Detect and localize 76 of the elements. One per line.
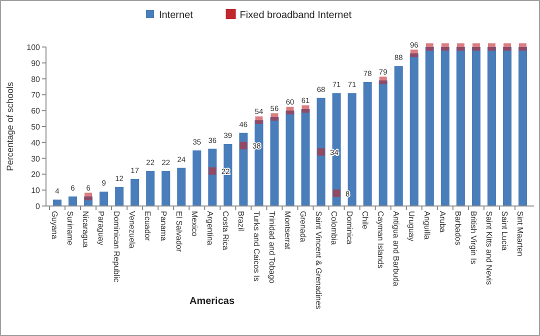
bar bbox=[394, 66, 403, 206]
y-tick-label: 60 bbox=[31, 106, 41, 116]
bar bbox=[378, 80, 388, 206]
y-tick-label: 10 bbox=[31, 186, 41, 196]
legend-label: Internet bbox=[159, 10, 194, 21]
x-tick-label: Argentina bbox=[205, 211, 214, 246]
x-axis-title: Americas bbox=[189, 296, 235, 307]
x-tick-label: Aruba bbox=[438, 211, 448, 233]
x-tick-label: Mexico bbox=[190, 211, 199, 237]
x-tick-label: Sint Maarten bbox=[516, 211, 525, 256]
bar bbox=[68, 196, 78, 206]
x-tick-label: Anguilla bbox=[422, 211, 432, 240]
bar bbox=[162, 171, 170, 206]
bar bbox=[487, 47, 496, 206]
x-tick-label: Brazil bbox=[236, 211, 246, 232]
bar bbox=[100, 192, 108, 206]
bar bbox=[177, 168, 186, 206]
x-tick-label: Montserrat bbox=[282, 211, 292, 250]
x-tick-label: Ecuador bbox=[143, 211, 152, 242]
y-axis-title: Percentage of schools bbox=[5, 81, 15, 172]
x-tick-label: Venezuela bbox=[128, 211, 137, 249]
bar bbox=[332, 93, 341, 206]
x-tick-label: El Salvador bbox=[174, 211, 184, 252]
x-tick-label: Turks and Caicos Is bbox=[252, 211, 261, 282]
bar bbox=[316, 98, 326, 206]
x-tick-label: Trinidad and Tobago bbox=[267, 211, 276, 284]
x-tick-label: Cayman Islands bbox=[376, 211, 385, 268]
x-tick-label: Suriname bbox=[66, 211, 75, 246]
x-tick-label: Panama bbox=[158, 211, 168, 242]
bar bbox=[472, 47, 480, 206]
y-tick-label: 40 bbox=[31, 138, 41, 148]
bar bbox=[456, 47, 465, 206]
bar bbox=[348, 93, 356, 206]
bar bbox=[286, 110, 294, 206]
x-tick-label: British Virgin Is bbox=[469, 211, 478, 264]
bar bbox=[425, 47, 434, 206]
bar bbox=[239, 132, 248, 206]
x-tick-label: Dominican Republic bbox=[112, 211, 122, 282]
x-tick-label: Barbados bbox=[454, 211, 463, 246]
legend-label: Fixed broadband Internet bbox=[240, 10, 352, 21]
y-tick-label: 30 bbox=[31, 154, 41, 164]
bar bbox=[52, 200, 62, 206]
y-tick-label: 50 bbox=[31, 122, 41, 132]
bar bbox=[192, 150, 202, 206]
bar bbox=[502, 47, 512, 206]
bar bbox=[84, 196, 93, 206]
bar bbox=[146, 171, 155, 206]
x-tick-label: Grenada bbox=[298, 211, 308, 243]
bar bbox=[254, 120, 264, 206]
y-tick-label: 70 bbox=[31, 90, 41, 100]
x-tick-label: Costa Rica bbox=[220, 211, 230, 251]
bar bbox=[115, 186, 124, 206]
x-tick-label: Guyana bbox=[50, 211, 60, 240]
bar bbox=[208, 148, 217, 206]
bar bbox=[270, 116, 279, 206]
x-tick-label: Nicaragua bbox=[81, 211, 90, 248]
x-tick-label: Saint Vincent & Grenadines bbox=[314, 211, 323, 310]
x-tick-label: Paraguay bbox=[96, 211, 106, 246]
bar bbox=[440, 47, 450, 206]
y-tick-label: 20 bbox=[31, 170, 41, 180]
y-tick-label: 100 bbox=[26, 43, 41, 52]
x-tick-label: Dominica bbox=[344, 211, 354, 245]
x-tick-label: Chile bbox=[360, 211, 370, 230]
bar bbox=[518, 47, 528, 206]
x-tick-label: Saint Lucia bbox=[500, 211, 510, 252]
y-tick-label: 0 bbox=[36, 202, 41, 211]
bar bbox=[363, 82, 372, 206]
bar bbox=[410, 53, 418, 206]
x-tick-label: Uruguay bbox=[407, 211, 416, 242]
x-tick-label: Saint Kitts and Nevis bbox=[484, 211, 494, 285]
bar bbox=[301, 109, 310, 206]
bar bbox=[130, 178, 140, 206]
x-tick-label: Colombia bbox=[329, 211, 338, 246]
x-tick-label: Antigua and Barbuda bbox=[392, 211, 401, 287]
y-tick-label: 90 bbox=[31, 58, 41, 68]
y-tick-label: 80 bbox=[31, 74, 41, 84]
